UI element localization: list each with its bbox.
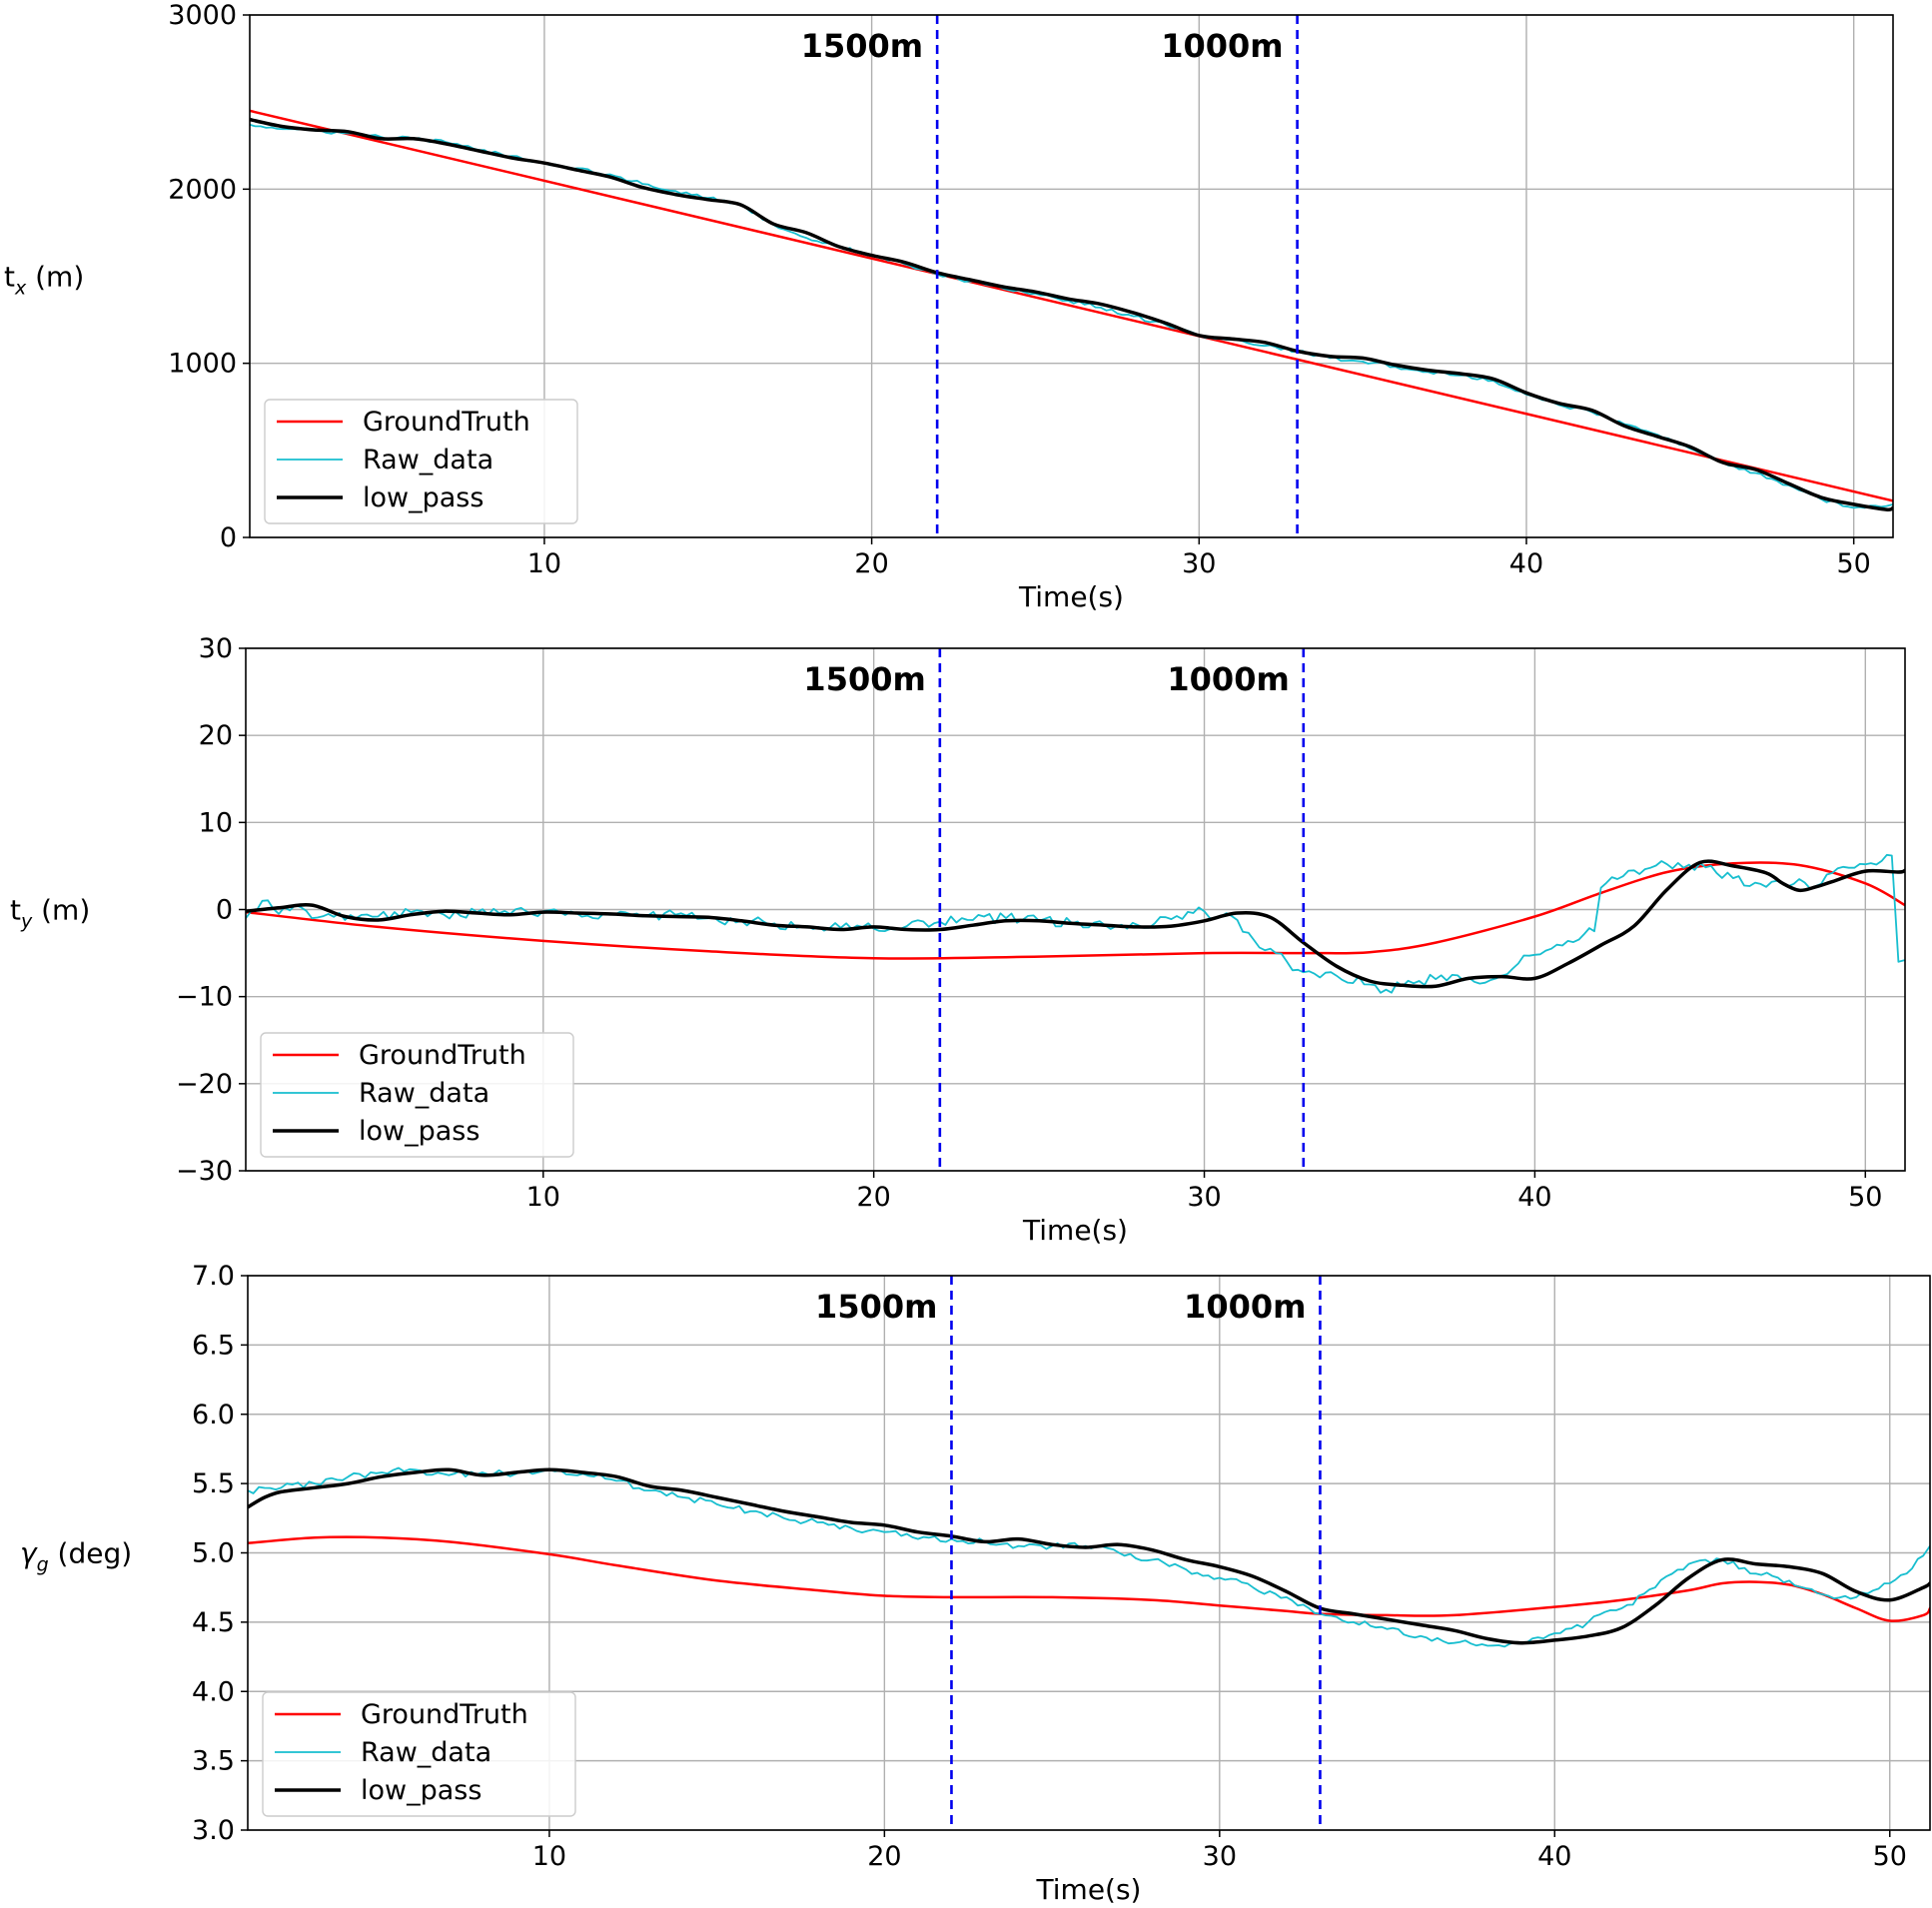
- y-tick-label: 2000: [168, 174, 237, 205]
- chart-panel-2: 1500m 1000m 10 20 30 40 50 −30 −20 −10 0 10 20 30 Time…: [10, 633, 1906, 1247]
- legend-label: GroundTruth: [359, 1040, 526, 1071]
- marker-label-1500m: 1500m: [803, 660, 925, 698]
- x-tick-label: 10: [526, 1182, 560, 1213]
- legend-label: low_pass: [361, 1775, 482, 1806]
- x-tick-label: 40: [1509, 548, 1543, 579]
- x-tick-label: 10: [527, 548, 561, 579]
- y-tick-label: 30: [199, 633, 233, 664]
- legend-label: GroundTruth: [361, 1699, 528, 1730]
- y-tick-label: 3.0: [192, 1815, 235, 1846]
- series-line-groundtruth: [248, 1535, 1930, 1622]
- x-axis-label: Time(s): [1022, 1214, 1128, 1247]
- y-tick-label: 4.0: [192, 1676, 235, 1707]
- legend: GroundTruth Raw_data low_pass: [264, 399, 578, 524]
- y-tick-label: 1000: [168, 349, 237, 380]
- y-tick-label: 20: [199, 720, 233, 751]
- legend-label: low_pass: [363, 482, 483, 513]
- legend-label: low_pass: [359, 1116, 480, 1147]
- legend-label: Raw_data: [359, 1078, 489, 1109]
- marker-label-1000m: 1000m: [1184, 1288, 1306, 1326]
- x-tick-label: 30: [1187, 1182, 1221, 1213]
- series-line-low-pass: [246, 859, 1905, 989]
- x-tick-label: 40: [1537, 1841, 1571, 1872]
- x-axis-label: Time(s): [1036, 1873, 1142, 1906]
- y-tick-label: −30: [176, 1156, 233, 1187]
- legend-label: Raw_data: [361, 1737, 491, 1768]
- series-line-low-pass: [248, 1467, 1930, 1645]
- y-tick-label: 4.5: [192, 1607, 235, 1638]
- y-tick-label: 7.0: [192, 1261, 235, 1292]
- y-tick-label: 0: [220, 522, 237, 553]
- y-axis-label: tx (m): [4, 261, 84, 300]
- series-line-raw-data: [248, 1466, 1930, 1648]
- x-axis-label: Time(s): [1018, 580, 1124, 613]
- y-axis-label: ty (m): [10, 894, 90, 933]
- y-tick-label: 3000: [168, 0, 237, 31]
- legend: GroundTruth Raw_data low_pass: [260, 1032, 574, 1158]
- x-tick-label: 30: [1203, 1841, 1237, 1872]
- x-tick-label: 20: [856, 1182, 890, 1213]
- y-tick-label: 3.5: [192, 1746, 235, 1777]
- y-tick-label: −20: [176, 1069, 233, 1100]
- x-tick-label: 10: [532, 1841, 566, 1872]
- series-line-low-pass: [250, 117, 1893, 511]
- axes-frame: [249, 14, 1894, 538]
- y-tick-label: 0: [216, 895, 233, 926]
- legend: GroundTruth Raw_data low_pass: [262, 1691, 576, 1817]
- y-tick-label: 10: [199, 807, 233, 838]
- x-tick-label: 50: [1848, 1182, 1882, 1213]
- marker-label-1000m: 1000m: [1161, 27, 1283, 65]
- legend-label: Raw_data: [363, 445, 493, 476]
- legend-label: GroundTruth: [363, 407, 530, 438]
- marker-label-1500m: 1500m: [815, 1288, 937, 1326]
- x-tick-label: 50: [1873, 1841, 1907, 1872]
- series-line-groundtruth: [250, 109, 1893, 502]
- y-tick-label: −10: [176, 982, 233, 1013]
- y-tick-label: 5.0: [192, 1538, 235, 1569]
- y-tick-label: 6.0: [192, 1400, 235, 1431]
- chart-panel-1: 1500m 1000m 10 20 30 40 50 0 1000 2000 3000 Time(s)…: [4, 0, 1894, 613]
- x-tick-label: 50: [1836, 548, 1870, 579]
- marker-label-1500m: 1500m: [801, 27, 923, 65]
- chart-panel-3: 1500m 1000m 10 20 30 40 50 3.0 3.5 4.0 4.5 5.0 5.5 6.…: [20, 1261, 1931, 1906]
- x-tick-label: 20: [867, 1841, 901, 1872]
- y-tick-label: 5.5: [192, 1468, 235, 1499]
- y-tick-label: 6.5: [192, 1330, 235, 1361]
- x-tick-label: 40: [1517, 1182, 1551, 1213]
- y-axis-label: γg (deg): [20, 1537, 132, 1576]
- x-tick-label: 30: [1182, 548, 1216, 579]
- marker-label-1000m: 1000m: [1167, 660, 1289, 698]
- x-tick-label: 20: [854, 548, 888, 579]
